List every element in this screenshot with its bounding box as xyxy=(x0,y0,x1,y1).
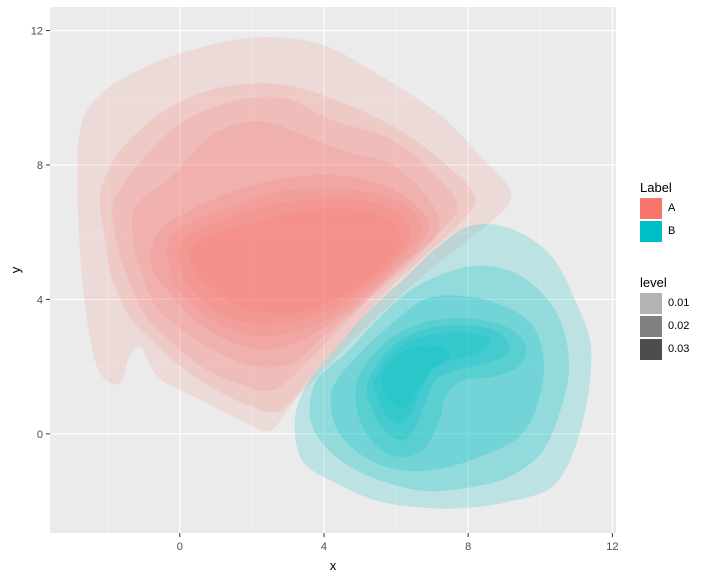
legend-item-level-2: 0.02 xyxy=(640,315,689,337)
plot-panel-background xyxy=(50,7,616,533)
legend-level-title: level xyxy=(640,275,667,290)
y-tick-label: 4 xyxy=(37,294,43,306)
legend-text-level-2: 0.02 xyxy=(668,320,690,332)
density-contour-a xyxy=(112,96,458,392)
x-axis: 0 4 8 12 xyxy=(177,533,619,553)
density-contour-b xyxy=(366,325,510,441)
minor-gridlines xyxy=(50,7,616,533)
legend-level: level 0.01 0.02 0.03 xyxy=(640,275,689,361)
x-tick-label: 12 xyxy=(606,541,618,553)
density-contour-b xyxy=(381,345,451,409)
density-contour-b xyxy=(309,265,570,492)
x-axis-title: x xyxy=(330,558,337,573)
legend-item-level-3: 0.03 xyxy=(640,338,689,360)
y-tick-label: 12 xyxy=(31,26,43,38)
legend-item-level-1: 0.01 xyxy=(640,292,689,314)
legend-item-b: B xyxy=(640,220,675,242)
legend-label: Label A B xyxy=(640,180,675,243)
density-series-b xyxy=(294,223,592,509)
density-contour-b xyxy=(373,332,490,424)
x-tick-label: 0 xyxy=(177,541,183,553)
density-contour-a xyxy=(150,174,429,350)
legend-text-level-3: 0.03 xyxy=(668,343,690,355)
y-axis-title: y xyxy=(8,266,23,273)
density-contour-a xyxy=(131,121,440,368)
density-contour-a xyxy=(177,198,411,324)
density-contours xyxy=(77,37,592,509)
density-contour-b xyxy=(330,295,544,472)
y-tick-label: 0 xyxy=(37,429,43,441)
x-tick-label: 8 xyxy=(465,541,471,553)
legend-text-b: B xyxy=(668,225,676,237)
legend-key-level-3 xyxy=(640,338,662,360)
major-gridlines xyxy=(50,7,616,533)
y-tick-label: 8 xyxy=(37,160,43,172)
legend-key-level-1 xyxy=(640,292,662,314)
y-axis: 0 4 8 12 xyxy=(31,26,50,441)
legend-key-a xyxy=(640,197,662,219)
density-contour-a xyxy=(77,37,512,432)
legend-item-a: A xyxy=(640,197,675,219)
density-contour-a xyxy=(167,188,422,337)
density-contour-b xyxy=(355,318,527,458)
density-contour-a xyxy=(99,83,476,413)
x-tick-label: 4 xyxy=(321,541,327,553)
legend-key-level-2 xyxy=(640,315,662,337)
density-series-a xyxy=(77,37,512,432)
density-contour-a xyxy=(188,208,401,314)
legend-text-level-1: 0.01 xyxy=(668,297,690,309)
legend-key-b xyxy=(640,220,662,242)
legend-label-title: Label xyxy=(640,180,672,195)
legend-text-a: A xyxy=(668,202,676,214)
density-contour-b xyxy=(294,223,592,509)
